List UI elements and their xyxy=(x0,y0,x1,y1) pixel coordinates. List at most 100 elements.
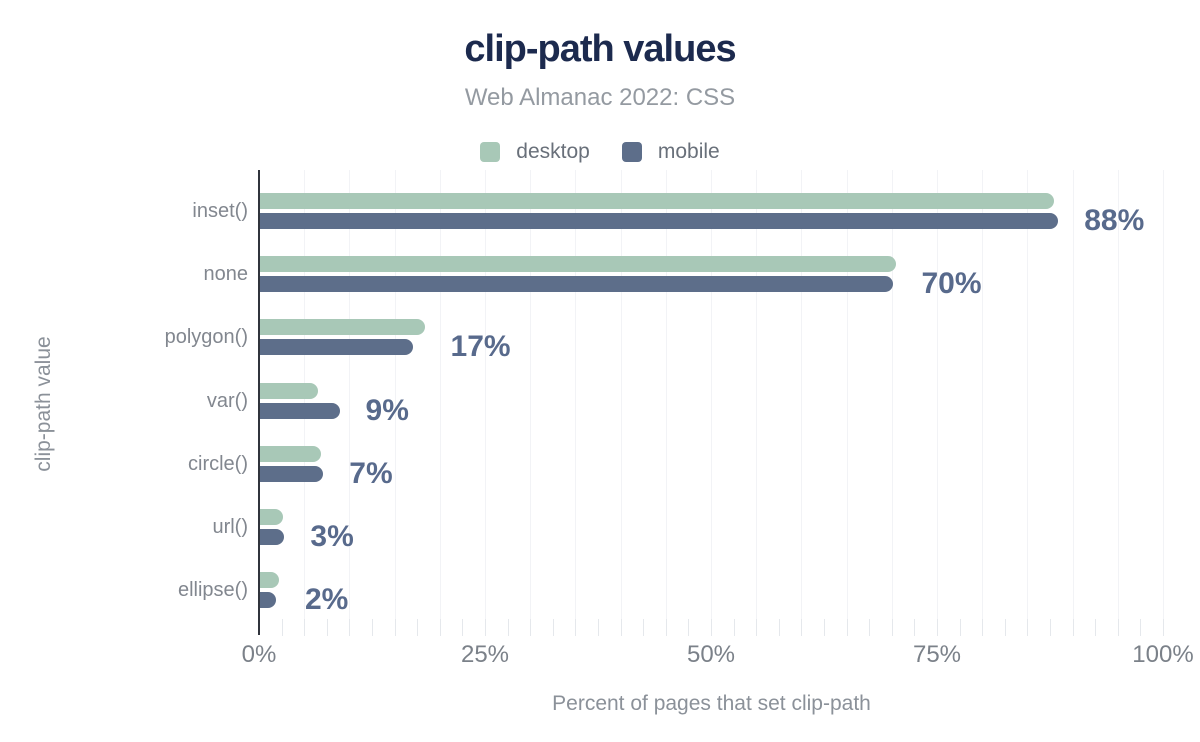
x-axis-minor-tick xyxy=(349,619,351,636)
legend-label-mobile: mobile xyxy=(657,140,720,163)
gridline xyxy=(846,170,848,635)
x-axis-minor-tick xyxy=(1027,619,1029,636)
gridline xyxy=(1163,170,1164,635)
bar-mobile xyxy=(260,275,893,292)
x-axis-minor-tick xyxy=(869,619,871,636)
x-axis-minor-tick xyxy=(914,619,916,636)
x-axis-minor-tick xyxy=(756,619,758,636)
x-axis-minor-tick xyxy=(937,619,938,636)
category-label: none xyxy=(203,262,249,285)
gridline xyxy=(575,170,577,635)
x-axis-minor-tick xyxy=(1004,619,1006,636)
x-axis-minor-tick xyxy=(417,619,419,636)
legend: desktop mobile xyxy=(0,140,1200,164)
value-annotation: 2% xyxy=(304,583,349,617)
x-axis-minor-tick xyxy=(959,619,961,636)
bar-mobile xyxy=(260,212,1059,229)
x-axis-minor-tick xyxy=(1050,619,1051,636)
x-axis-minor-tick xyxy=(665,619,667,636)
x-axis-minor-tick xyxy=(1095,619,1097,636)
bar-desktop xyxy=(260,572,279,589)
category-label: polygon() xyxy=(164,326,248,349)
x-axis-minor-tick xyxy=(982,619,984,636)
x-axis-minor-tick xyxy=(688,619,690,636)
x-tick-label: 0% xyxy=(241,641,277,668)
bar-desktop xyxy=(260,445,322,462)
x-axis-minor-tick xyxy=(530,619,532,636)
x-axis-minor-tick xyxy=(801,619,803,636)
bar-mobile xyxy=(260,529,285,546)
gridline xyxy=(620,170,622,635)
category-label: ellipse() xyxy=(177,579,248,602)
x-axis-minor-tick xyxy=(1117,619,1119,636)
bar-desktop xyxy=(260,509,283,526)
gridline xyxy=(349,170,351,635)
x-axis-minor-tick xyxy=(711,619,712,636)
gridline xyxy=(937,170,938,635)
x-tick-label: 100% xyxy=(1132,641,1194,668)
category-label: circle() xyxy=(188,452,248,475)
value-annotation: 17% xyxy=(450,330,511,364)
legend-swatch-mobile-icon xyxy=(621,142,642,162)
x-axis-minor-tick xyxy=(643,619,645,636)
gridline xyxy=(665,170,667,635)
legend-item-desktop[interactable]: desktop xyxy=(480,140,590,164)
y-axis-title: clip-path value xyxy=(32,336,55,472)
x-axis-minor-tick xyxy=(372,619,373,636)
chart-subtitle: Web Almanac 2022: CSS xyxy=(464,84,736,111)
gridline xyxy=(530,170,532,635)
bar-mobile xyxy=(260,402,340,419)
gridline xyxy=(982,170,984,635)
legend-label-desktop: desktop xyxy=(516,140,590,163)
x-axis-minor-tick xyxy=(824,619,825,636)
category-label: var() xyxy=(206,389,248,412)
bar-desktop xyxy=(260,382,318,399)
bar-desktop xyxy=(260,192,1054,209)
x-axis-minor-tick xyxy=(394,619,396,636)
x-tick-label: 25% xyxy=(460,641,510,668)
category-label: inset() xyxy=(192,199,248,222)
bar-mobile xyxy=(260,592,277,609)
x-axis-title: Percent of pages that set clip-path xyxy=(552,692,871,715)
gridline xyxy=(439,170,441,635)
gridline xyxy=(1117,170,1119,635)
gridline xyxy=(801,170,803,635)
gridline xyxy=(711,170,712,635)
y-axis-line xyxy=(258,170,260,635)
x-axis-minor-tick xyxy=(1072,619,1074,636)
x-axis-minor-tick xyxy=(304,619,306,636)
legend-item-mobile[interactable]: mobile xyxy=(621,140,720,164)
gridline xyxy=(756,170,758,635)
x-axis-minor-tick xyxy=(281,619,283,636)
x-axis-minor-tick xyxy=(1163,619,1164,636)
category-label: url() xyxy=(212,516,248,539)
legend-swatch-desktop-icon xyxy=(480,142,501,162)
value-annotation: 7% xyxy=(349,456,393,490)
x-axis-minor-tick xyxy=(552,619,554,636)
value-annotation: 70% xyxy=(921,266,982,300)
x-axis-minor-tick xyxy=(778,619,780,636)
x-axis-minor-tick xyxy=(1140,619,1142,636)
gridline xyxy=(891,170,893,635)
x-axis-minor-tick xyxy=(439,619,441,636)
gridline xyxy=(304,170,306,635)
value-annotation: 88% xyxy=(1084,203,1145,237)
x-tick-label: 75% xyxy=(912,641,962,668)
x-axis-minor-tick xyxy=(846,619,848,636)
bar-mobile xyxy=(260,339,413,356)
x-axis-minor-tick xyxy=(733,619,735,636)
x-axis-minor-tick xyxy=(326,619,328,636)
x-axis-minor-tick xyxy=(507,619,509,636)
chart-title: clip-path values xyxy=(464,28,736,70)
value-annotation: 9% xyxy=(365,393,409,427)
x-axis-minor-tick xyxy=(575,619,577,636)
bar-desktop xyxy=(260,255,896,272)
bar-mobile xyxy=(260,465,324,482)
x-axis-minor-tick xyxy=(485,619,486,636)
x-axis-minor-tick xyxy=(620,619,622,636)
gridline xyxy=(1027,170,1029,635)
gridline xyxy=(1072,170,1074,635)
value-annotation: 3% xyxy=(310,520,354,554)
